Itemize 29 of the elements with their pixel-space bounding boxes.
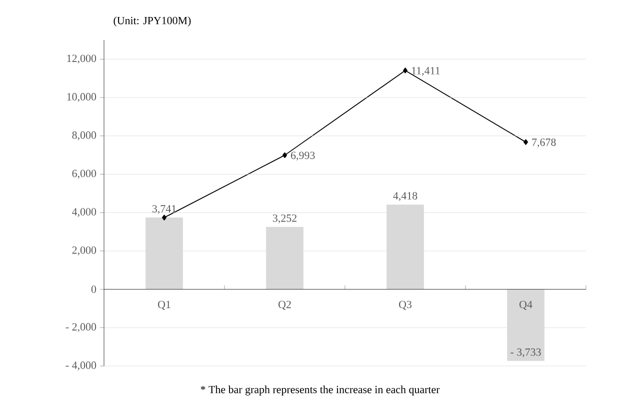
data-label: 4,418 bbox=[393, 192, 418, 202]
text: * The bar graph represents the increase in each quarter bbox=[200, 386, 440, 396]
x-tick-label: Q1 bbox=[158, 300, 170, 310]
data-label: 7,678 bbox=[532, 138, 556, 148]
bar bbox=[507, 289, 544, 361]
y-axis-title: (Unit: JPY100M) bbox=[114, 16, 191, 26]
bar bbox=[386, 204, 424, 290]
data-label: 11,411 bbox=[412, 67, 440, 76]
point bbox=[403, 68, 408, 74]
data-label: - 3,733 bbox=[510, 348, 541, 358]
x-tick-label: Q4 bbox=[520, 300, 532, 310]
point bbox=[162, 214, 166, 220]
x-tick-label: Q3 bbox=[399, 300, 412, 310]
y-tick-label: 0 bbox=[91, 286, 96, 293]
bar bbox=[146, 218, 183, 290]
data-label: 3,252 bbox=[272, 214, 296, 224]
y-tick-label: 8,000 bbox=[72, 131, 96, 140]
bar bbox=[266, 226, 304, 290]
y-tick-label: - 2,000 bbox=[66, 323, 96, 332]
y-tick-label: 12,000 bbox=[67, 54, 96, 64]
x-tick-label: Q2 bbox=[278, 300, 291, 310]
y-tick-label: - 4,000 bbox=[66, 362, 96, 370]
data-label: 6,993 bbox=[290, 152, 315, 161]
y-tick-label: 6,000 bbox=[72, 170, 96, 179]
data-label: 3,741 bbox=[152, 205, 176, 214]
y-tick-label: 10,000 bbox=[67, 93, 96, 102]
point bbox=[524, 139, 528, 145]
y-tick-label: 4,000 bbox=[72, 208, 96, 218]
y-tick-label: 2,000 bbox=[72, 246, 96, 256]
